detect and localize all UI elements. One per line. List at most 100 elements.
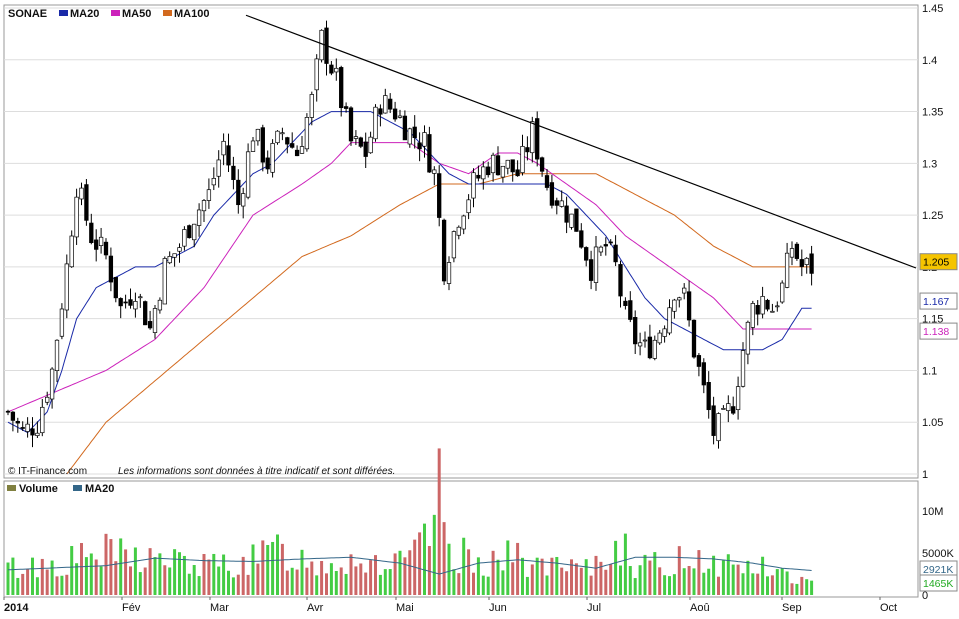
volume-bar bbox=[207, 559, 211, 595]
volume-bar bbox=[334, 571, 338, 595]
volume-bar bbox=[256, 563, 260, 595]
volume-bar bbox=[481, 575, 485, 595]
price-tag-label: 2921K bbox=[923, 564, 953, 576]
candle-body bbox=[98, 236, 104, 247]
volume-bar bbox=[45, 569, 49, 595]
x-tick-label: Aoû bbox=[690, 602, 710, 614]
candle-body bbox=[554, 200, 559, 206]
volume-bar bbox=[457, 573, 461, 595]
volume-bar bbox=[94, 559, 98, 595]
candle-body bbox=[280, 132, 285, 135]
candle-body bbox=[647, 336, 653, 359]
volume-bar bbox=[339, 567, 343, 595]
x-axis: 2014 Fév Mar Avr Mai Jun Jul Aoû Sep Oct bbox=[3, 597, 897, 614]
legend-ma100-swatch bbox=[163, 10, 172, 16]
volume-bars bbox=[6, 448, 814, 595]
volume-bar bbox=[560, 567, 564, 595]
price-tag-box bbox=[919, 574, 958, 592]
volume-bar bbox=[202, 554, 206, 595]
volume-bar bbox=[236, 574, 240, 595]
volume-bar bbox=[653, 552, 657, 595]
candle-body bbox=[417, 142, 422, 150]
volume-bar bbox=[805, 579, 809, 595]
candle-body bbox=[701, 362, 706, 386]
legend-ma50-swatch bbox=[111, 10, 120, 16]
candle-body bbox=[118, 298, 123, 307]
volume-bar bbox=[628, 566, 632, 595]
legend-ma100: MA100 bbox=[174, 8, 209, 20]
price-tick-label: 1.35 bbox=[922, 107, 943, 119]
volume-bar bbox=[638, 565, 642, 595]
candle-body bbox=[353, 136, 359, 139]
volume-bar bbox=[462, 537, 466, 595]
candle-body bbox=[466, 199, 471, 214]
candle-body bbox=[10, 411, 16, 421]
volume-bar bbox=[702, 572, 706, 595]
candle-body bbox=[784, 252, 790, 288]
candle-body bbox=[241, 193, 246, 207]
candle-body bbox=[588, 259, 594, 281]
candle-body bbox=[20, 427, 25, 429]
volume-bar bbox=[320, 560, 324, 595]
volume-bar bbox=[354, 566, 358, 595]
candle-body bbox=[89, 222, 94, 244]
candle-body bbox=[250, 140, 256, 152]
candle-body bbox=[750, 303, 755, 328]
volume-bar bbox=[525, 576, 529, 595]
candle-body bbox=[682, 287, 687, 294]
candle-body bbox=[799, 259, 804, 267]
volume-bar bbox=[486, 576, 490, 595]
candle-body bbox=[637, 342, 643, 347]
volume-bar bbox=[472, 572, 475, 595]
candle-body bbox=[319, 29, 324, 61]
disclaimer: Les informations sont données à titre in… bbox=[118, 466, 395, 477]
candle-body bbox=[54, 339, 60, 371]
price-tag-box bbox=[919, 253, 958, 271]
legend-vol-ma20: MA20 bbox=[85, 483, 114, 495]
candle-body bbox=[476, 174, 481, 179]
volume-bar bbox=[99, 566, 103, 595]
candle-body bbox=[745, 321, 751, 355]
candle-body bbox=[383, 95, 388, 114]
volume-bar bbox=[550, 557, 554, 595]
candle-body bbox=[192, 223, 197, 241]
volume-bar bbox=[148, 548, 152, 595]
candle-body bbox=[152, 308, 158, 333]
volume-bar bbox=[780, 568, 784, 595]
candle-body bbox=[167, 256, 172, 264]
volume-bar bbox=[761, 556, 765, 595]
candle-body bbox=[407, 128, 412, 145]
volume-bar bbox=[672, 574, 676, 595]
candle-body bbox=[255, 128, 261, 142]
volume-bar bbox=[736, 564, 740, 595]
volume-bar bbox=[75, 563, 79, 595]
candle-body bbox=[138, 296, 143, 299]
candle-body bbox=[334, 67, 339, 73]
candle-body bbox=[64, 263, 69, 311]
volume-legend: Volume MA20 bbox=[7, 483, 114, 495]
volume-bar bbox=[359, 563, 363, 595]
candle-body bbox=[686, 291, 692, 321]
candle-body bbox=[177, 247, 182, 252]
candle-body bbox=[731, 406, 736, 414]
candle-body bbox=[564, 205, 569, 223]
candle-body bbox=[275, 130, 280, 144]
volume-bar bbox=[231, 577, 235, 595]
volume-ma20-line bbox=[7, 556, 812, 575]
candle-body bbox=[422, 132, 427, 147]
candle-body bbox=[525, 147, 530, 153]
volume-bar bbox=[403, 557, 407, 595]
volume-bar bbox=[790, 583, 794, 595]
candle-body bbox=[500, 165, 506, 178]
candle-body bbox=[182, 229, 187, 247]
legend-volume: Volume bbox=[19, 483, 58, 495]
candle-body bbox=[603, 244, 608, 247]
candle-body bbox=[608, 241, 613, 244]
candle-body bbox=[633, 317, 638, 345]
candle-body bbox=[740, 350, 746, 387]
volume-bar bbox=[692, 568, 696, 595]
x-tick-label: 2014 bbox=[4, 602, 29, 614]
legend-sonae: SONAE bbox=[8, 8, 47, 20]
candle-body bbox=[162, 258, 167, 305]
candle-body bbox=[628, 300, 633, 320]
